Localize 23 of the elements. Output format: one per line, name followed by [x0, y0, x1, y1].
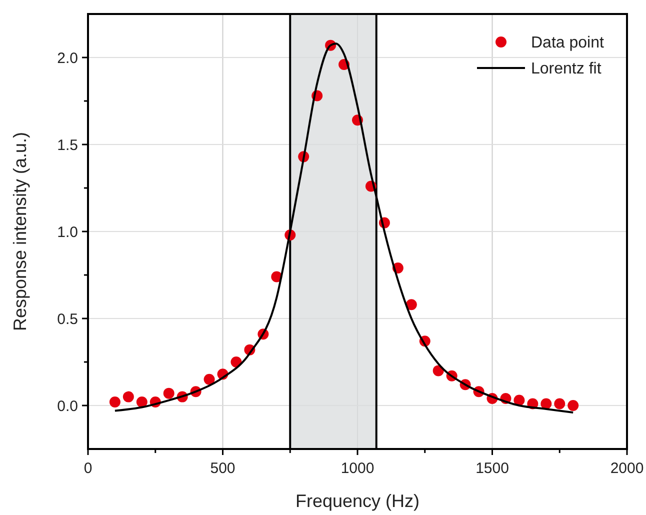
point: [406, 299, 417, 310]
y-tick-label: 0.0: [57, 398, 78, 415]
x-tick-label: 1000: [340, 460, 374, 477]
point: [122, 391, 134, 402]
point: [568, 400, 579, 411]
point: [109, 396, 120, 408]
x-axis-title: Frequency (Hz): [295, 491, 420, 511]
legend-label: Lorentz fit: [531, 60, 602, 78]
x-tick-label: 2000: [610, 460, 644, 477]
point: [204, 374, 215, 385]
point: [163, 388, 174, 399]
y-tick-label: 0.5: [57, 310, 78, 328]
x-tick-label: 1500: [476, 460, 509, 477]
y-tick-label: 1.5: [57, 136, 78, 154]
y-axis-title: Response intensity (a.u.): [10, 132, 30, 332]
point: [554, 398, 566, 410]
x-tick-label: 0: [84, 460, 92, 477]
y-tick-label: 1.0: [57, 224, 78, 241]
y-tick-label: 2.0: [57, 50, 78, 67]
x-tick-label: 500: [210, 460, 236, 477]
point: [136, 396, 148, 408]
point: [540, 398, 552, 410]
legend-label: Data point: [531, 34, 604, 52]
